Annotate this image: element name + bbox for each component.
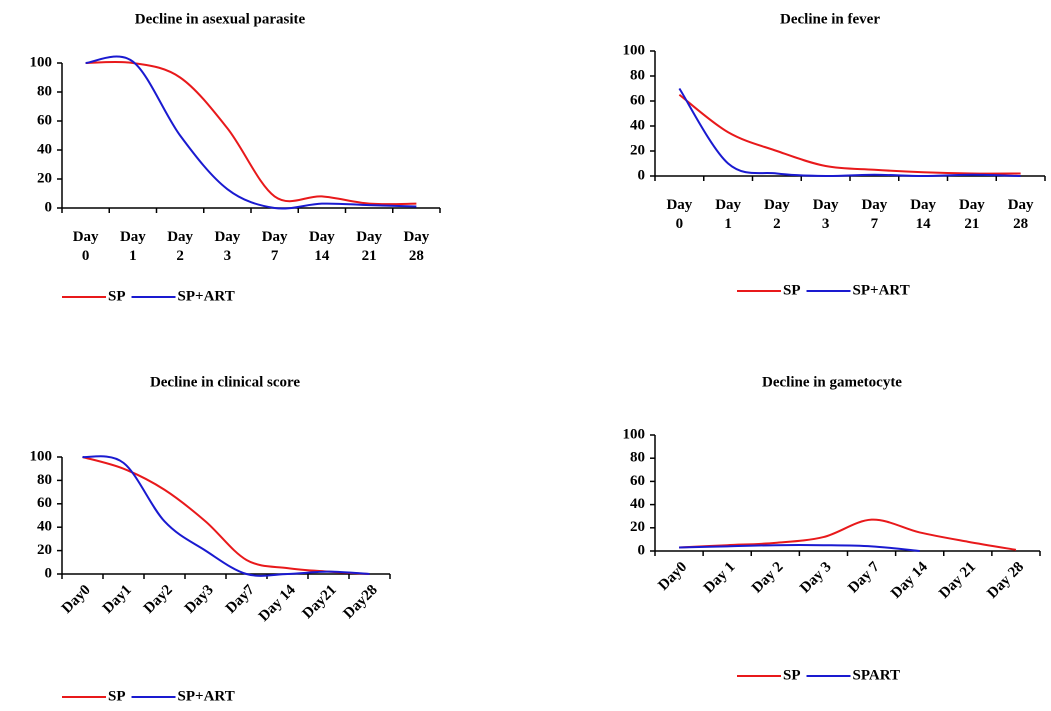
legend-label: SP+ART	[178, 688, 235, 704]
x-tick-label: Day 14	[308, 229, 335, 264]
x-tick-label: Day 3	[214, 229, 241, 264]
y-tick-label: 0	[638, 542, 646, 558]
x-tick-label: Day 1	[715, 197, 742, 232]
x-tick-label: Day3	[182, 582, 217, 617]
x-tick-label: Day 28	[1007, 197, 1034, 232]
chart-title: Decline in fever	[780, 11, 880, 27]
series-line	[679, 544, 920, 552]
x-tick-label: Day 28	[403, 229, 430, 264]
x-tick-label: Day28	[341, 582, 381, 622]
y-tick-label: 40	[37, 141, 52, 157]
y-tick-label: 100	[30, 54, 53, 70]
legend-label: SP	[783, 667, 801, 683]
y-tick-label: 100	[623, 426, 646, 442]
series-line	[82, 456, 370, 575]
x-tick-label: Day0	[59, 582, 94, 617]
y-tick-label: 60	[37, 112, 52, 128]
x-tick-label: Day 3	[812, 197, 839, 232]
x-tick-label: Day 7	[845, 559, 883, 597]
y-tick-label: 100	[30, 448, 53, 464]
y-tick-label: 60	[37, 495, 52, 511]
chart-title: Decline in gametocyte	[762, 374, 902, 390]
y-tick-label: 40	[630, 117, 645, 133]
x-tick-label: Day 21	[958, 197, 985, 232]
series-line	[679, 518, 1017, 551]
series-line	[678, 87, 1021, 178]
y-tick-label: 80	[630, 67, 645, 83]
series-line	[85, 55, 417, 210]
y-tick-label: 40	[37, 519, 52, 535]
x-tick-label: Day 14	[910, 197, 937, 232]
y-tick-label: 60	[630, 92, 645, 108]
x-tick-label: Day 1	[119, 229, 146, 264]
series-line	[82, 455, 370, 577]
y-tick-label: 100	[623, 42, 646, 58]
series-line	[85, 60, 417, 206]
x-tick-label: Day 3	[797, 559, 835, 597]
legend-label: SP	[108, 288, 126, 304]
legend-label: SP	[783, 282, 801, 298]
x-tick-label: Day0	[655, 559, 690, 594]
y-tick-label: 20	[37, 170, 52, 186]
chart-title: Decline in asexual parasite	[135, 11, 306, 27]
x-tick-label: Day 7	[861, 197, 888, 232]
x-tick-label: Day 14	[256, 582, 299, 625]
y-tick-label: 0	[45, 199, 53, 215]
series-line	[678, 93, 1021, 175]
y-tick-label: 0	[638, 167, 646, 183]
x-tick-label: Day 2	[763, 197, 790, 232]
y-tick-label: 60	[630, 473, 645, 489]
y-tick-label: 0	[45, 565, 53, 581]
chart-title: Decline in clinical score	[150, 374, 300, 390]
y-tick-label: 20	[630, 519, 645, 535]
legend-label: SP	[108, 688, 126, 704]
y-tick-label: 20	[37, 542, 52, 558]
x-tick-label: Day21	[300, 582, 340, 622]
x-tick-label: Day1	[100, 582, 135, 617]
y-tick-label: 80	[630, 450, 645, 466]
x-tick-label: Day 0	[666, 197, 693, 232]
x-tick-label: Day 0	[72, 229, 99, 264]
y-tick-label: 40	[630, 496, 645, 512]
x-tick-label: Day 1	[701, 559, 739, 597]
x-tick-label: Day 2	[749, 559, 787, 597]
x-tick-label: Day 21	[356, 229, 383, 264]
legend-label: SPART	[853, 667, 901, 683]
x-tick-label: Day 14	[888, 559, 931, 602]
x-tick-label: Day 2	[167, 229, 194, 264]
y-tick-label: 80	[37, 472, 52, 488]
y-tick-label: 80	[37, 83, 52, 99]
x-tick-label: Day 28	[984, 559, 1027, 602]
x-tick-label: Day 21	[936, 559, 979, 602]
x-tick-label: Day7	[223, 582, 258, 617]
legend-label: SP+ART	[178, 288, 235, 304]
x-tick-label: Day2	[141, 582, 176, 617]
y-tick-label: 20	[630, 142, 645, 158]
x-tick-label: Day 7	[261, 229, 288, 264]
legend-label: SP+ART	[853, 282, 910, 298]
